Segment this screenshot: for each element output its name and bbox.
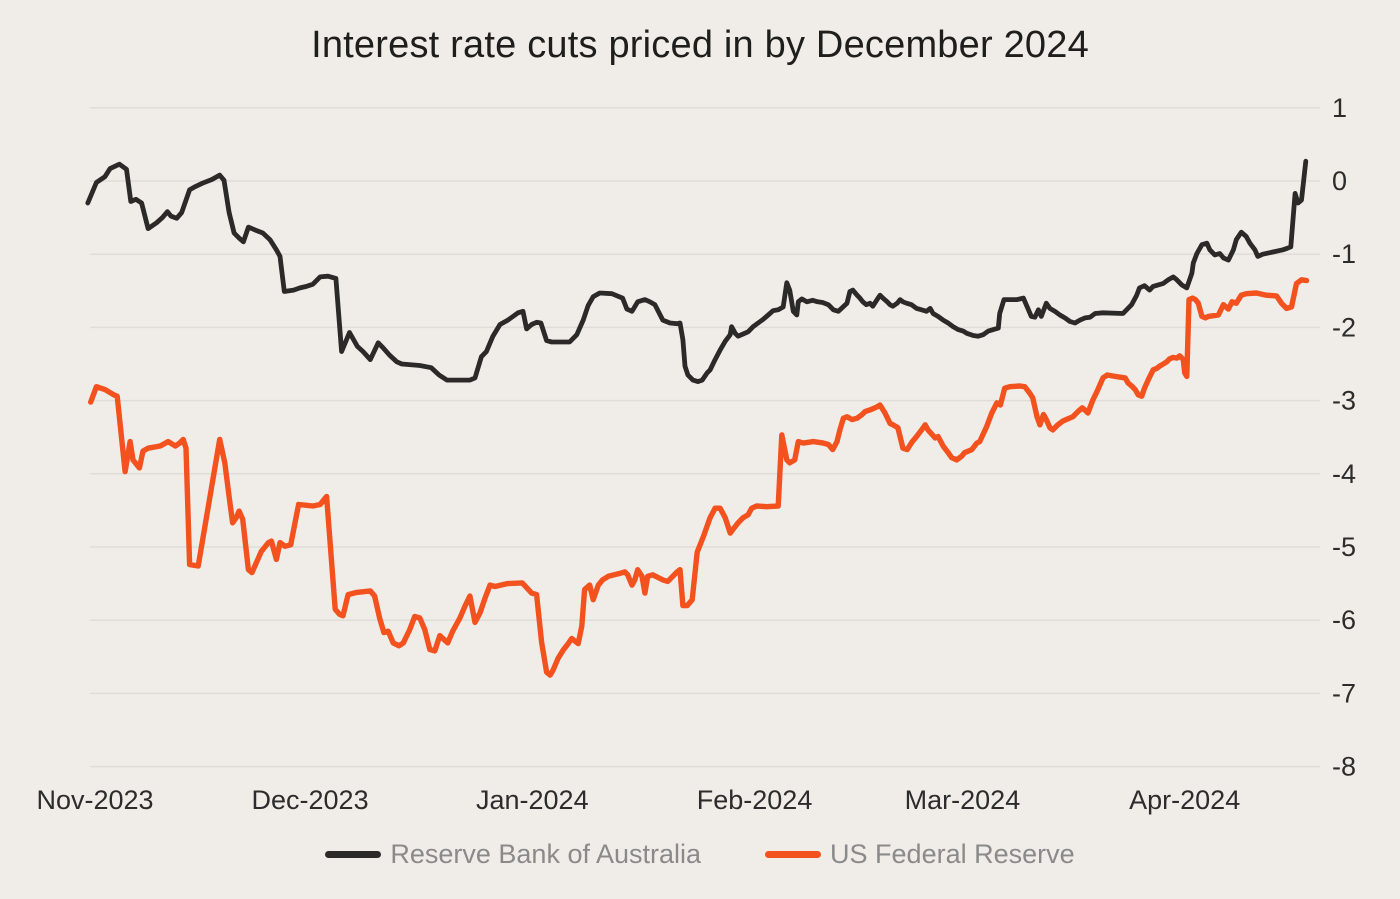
y-axis-tick-label: -6 [1332, 605, 1356, 635]
x-axis-tick-label: Jan-2024 [476, 785, 589, 815]
chart-legend: Reserve Bank of Australia US Federal Res… [0, 839, 1400, 870]
rba-line-swatch [325, 851, 382, 858]
y-axis-tick-label: -5 [1332, 532, 1356, 562]
y-axis-tick-label: -8 [1332, 752, 1356, 782]
legend-label-rba: Reserve Bank of Australia [390, 839, 702, 869]
x-axis-tick-label: Dec-2023 [252, 785, 369, 815]
legend-item-rba: Reserve Bank of Australia [325, 839, 701, 870]
series-line-us-federal-reserve [88, 277, 1310, 678]
legend-item-fed: US Federal Reserve [765, 839, 1075, 870]
fed-line-swatch [765, 851, 822, 858]
y-axis-tick-label: -7 [1332, 678, 1356, 708]
legend-label-fed: US Federal Reserve [830, 839, 1075, 869]
y-axis-tick-label: 0 [1332, 166, 1347, 196]
y-axis-tick-label: -4 [1332, 459, 1356, 489]
chart-title: Interest rate cuts priced in by December… [311, 24, 1089, 66]
x-axis-tick-label: Mar-2024 [905, 785, 1021, 815]
series-line-reserve-bank-of-australia [85, 158, 1309, 384]
y-axis-tick-label: -2 [1332, 312, 1356, 342]
y-axis-tick-label: 1 [1332, 93, 1347, 123]
y-axis-tick-label: -1 [1332, 239, 1356, 269]
y-axis-tick-label: -3 [1332, 386, 1356, 416]
x-axis-tick-label: Apr-2024 [1129, 785, 1240, 815]
x-axis-tick-label: Feb-2024 [697, 785, 813, 815]
x-axis-tick-label: Nov-2023 [36, 785, 153, 815]
